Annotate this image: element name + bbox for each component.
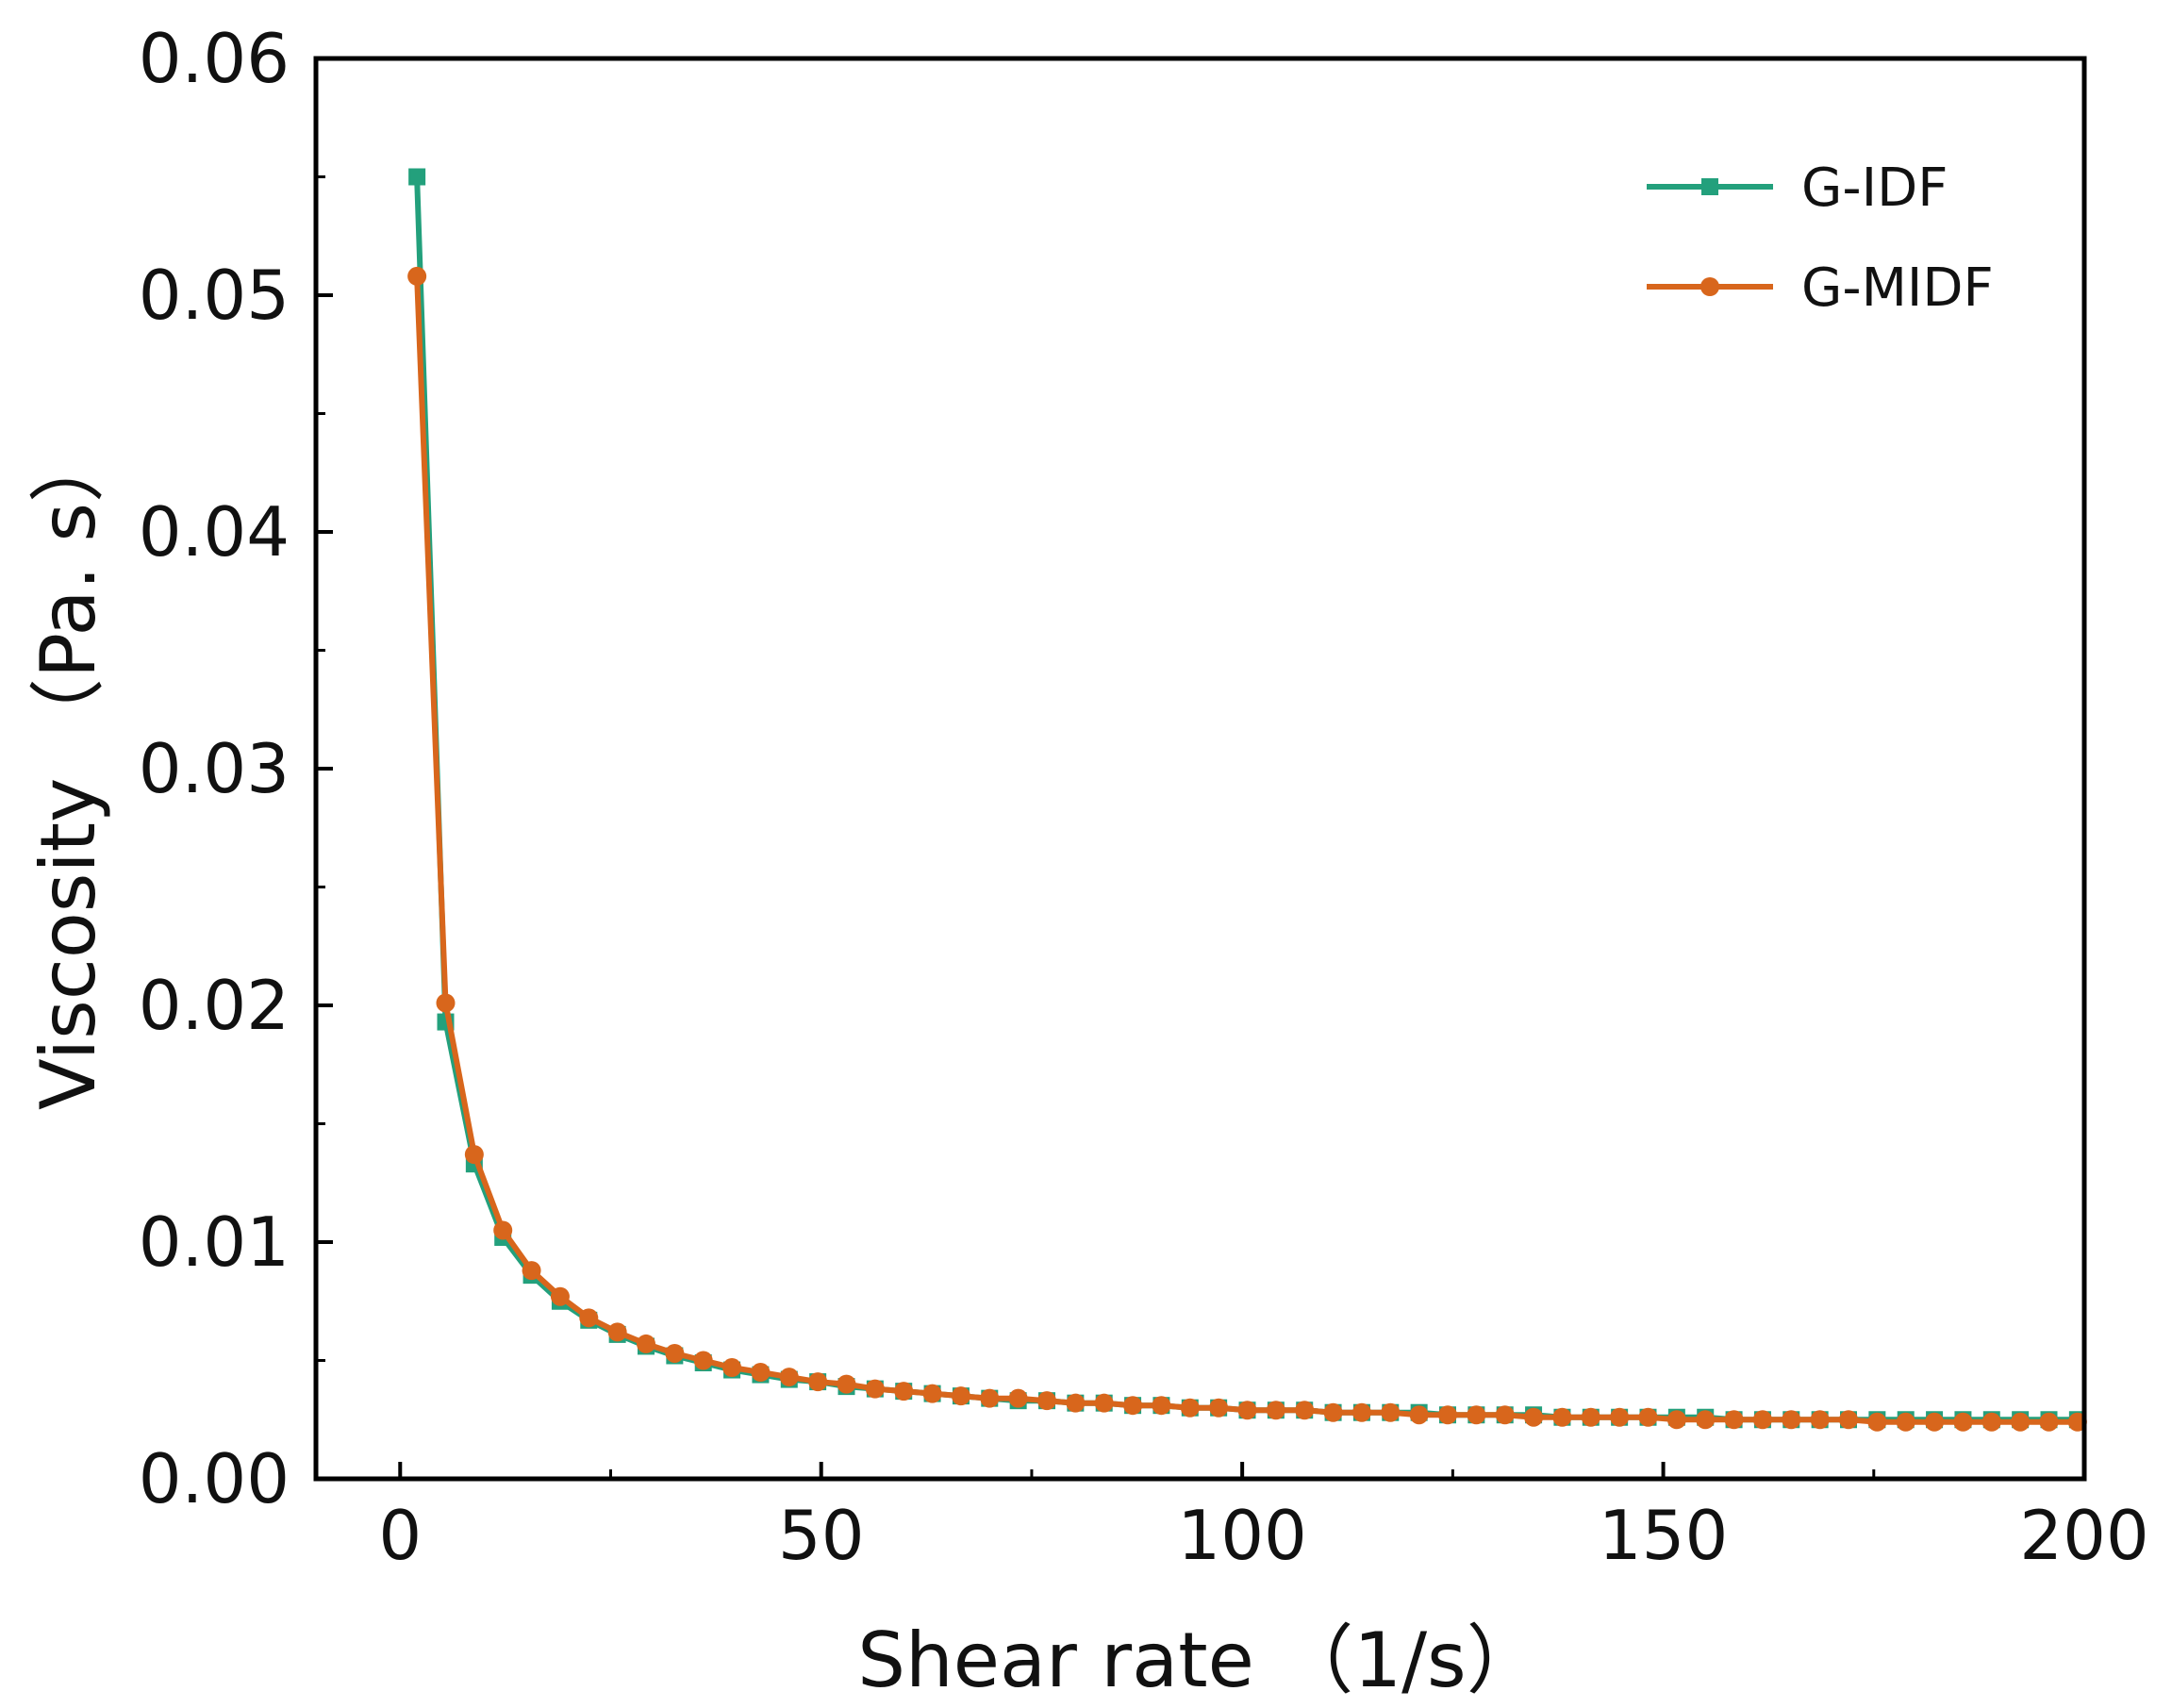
point-g-midf: [1152, 1396, 1171, 1416]
point-g-midf: [1066, 1393, 1086, 1413]
point-g-midf: [464, 1145, 484, 1165]
point-g-midf: [1409, 1405, 1429, 1425]
point-g-midf: [522, 1261, 541, 1281]
y-tick-label: 0.06: [139, 19, 290, 98]
point-g-midf: [1524, 1407, 1544, 1427]
legend: G-IDF G-MIDF: [1647, 158, 1994, 319]
y-tick-label: 0.01: [139, 1202, 290, 1282]
point-g-midf: [607, 1322, 627, 1342]
point-g-midf: [1839, 1410, 1858, 1430]
point-g-midf: [1896, 1412, 1915, 1432]
point-g-midf: [1266, 1401, 1285, 1420]
point-g-midf: [1381, 1402, 1401, 1422]
point-g-idf: [408, 168, 426, 186]
point-g-midf: [436, 993, 456, 1013]
y-tick-label: 0.02: [139, 966, 290, 1045]
point-g-midf: [1752, 1410, 1772, 1430]
point-g-midf: [2011, 1412, 2031, 1432]
legend-label-g-idf: G-IDF: [1801, 158, 1948, 219]
x-axis-title: Shear rate （1/s）: [857, 1617, 1542, 1704]
point-g-midf: [1867, 1412, 1887, 1432]
point-g-midf: [1810, 1410, 1830, 1430]
legend-item-g-idf: G-IDF: [1647, 158, 1948, 219]
point-g-midf: [1782, 1410, 1801, 1430]
x-tick-label: 100: [1177, 1496, 1306, 1575]
point-g-midf: [837, 1374, 856, 1394]
y-tick-label: 0.03: [139, 729, 290, 808]
point-g-midf: [1925, 1412, 1945, 1432]
y-tick-label: 0.00: [139, 1439, 290, 1518]
y-tick-label: 0.04: [139, 492, 290, 572]
x-tick-label: 50: [778, 1496, 865, 1575]
x-tick-label: 200: [2019, 1496, 2148, 1575]
point-g-midf: [1495, 1405, 1515, 1425]
point-g-midf: [1351, 1402, 1371, 1422]
point-g-midf: [1209, 1398, 1229, 1418]
point-g-midf: [1581, 1407, 1600, 1427]
x-tick-label: 0: [378, 1496, 422, 1575]
point-g-midf: [1666, 1410, 1686, 1430]
point-g-midf: [808, 1372, 828, 1392]
legend-label-g-midf: G-MIDF: [1801, 257, 1994, 319]
point-g-midf: [493, 1220, 513, 1240]
point-g-midf: [579, 1308, 599, 1328]
point-g-midf: [1638, 1407, 1658, 1427]
legend-item-g-midf: G-MIDF: [1647, 257, 1994, 319]
legend-marker-g-idf: [1701, 178, 1718, 195]
point-g-midf: [779, 1368, 799, 1387]
point-g-midf: [1180, 1398, 1200, 1418]
point-g-midf: [550, 1286, 570, 1306]
point-g-midf: [1094, 1393, 1114, 1413]
point-g-midf: [1953, 1412, 1973, 1432]
plot-area-frame: [313, 56, 2087, 1482]
point-g-midf: [894, 1382, 914, 1401]
point-g-midf: [665, 1343, 685, 1363]
y-tick-label: 0.05: [139, 256, 290, 335]
point-g-midf: [1552, 1407, 1572, 1427]
point-g-midf: [1123, 1396, 1143, 1416]
point-g-midf: [1696, 1410, 1716, 1430]
point-g-midf: [1008, 1388, 1028, 1408]
point-g-midf: [637, 1334, 655, 1353]
point-g-midf: [1295, 1401, 1315, 1420]
point-g-midf: [1237, 1401, 1257, 1420]
y-axis-ticks: 0.00 0.01 0.02 0.03 0.04 0.05 0.06: [139, 19, 333, 1518]
point-g-midf: [1467, 1405, 1486, 1425]
y-axis-title: Viscosity （Pa. s）: [25, 427, 112, 1110]
x-tick-label: 150: [1599, 1496, 1728, 1575]
point-g-midf: [1438, 1405, 1457, 1425]
point-g-midf: [2039, 1412, 2059, 1432]
point-g-midf: [1981, 1412, 2001, 1432]
point-g-midf: [1323, 1402, 1343, 1422]
x-axis-ticks: 0 50 100 150 200: [378, 1462, 2149, 1575]
point-g-midf: [865, 1379, 885, 1399]
point-g-midf: [980, 1388, 1000, 1408]
point-g-midf: [1610, 1407, 1630, 1427]
point-g-midf: [922, 1384, 942, 1403]
point-g-midf: [951, 1386, 970, 1406]
point-g-midf: [1037, 1391, 1056, 1411]
point-g-midf: [751, 1363, 771, 1383]
legend-marker-g-midf: [1700, 277, 1719, 296]
point-g-midf: [1724, 1410, 1744, 1430]
point-g-midf: [693, 1351, 713, 1370]
point-g-midf: [722, 1358, 742, 1378]
point-g-midf: [407, 266, 427, 286]
series-layer: [407, 168, 2087, 1432]
